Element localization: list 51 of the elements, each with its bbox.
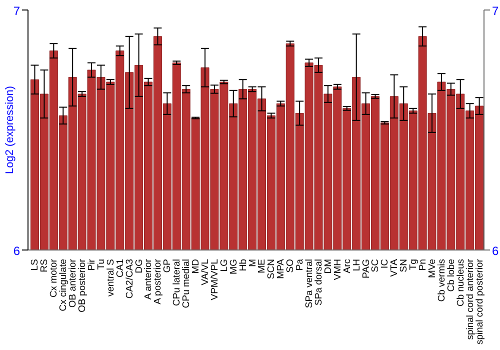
x-tick-label: M — [247, 258, 258, 267]
x-tick-label: MD — [190, 258, 202, 274]
y2-tick-label: 7 — [492, 4, 499, 18]
x-tick-label: spinal cord posterior — [474, 259, 486, 345]
y2-tick-label: 6 — [492, 244, 499, 258]
x-tick-label: Pa — [294, 258, 306, 271]
x-tick-label: LG — [218, 259, 230, 272]
x-tick-label: ventral S — [105, 259, 116, 296]
x-tick-label: CA1 — [114, 259, 126, 278]
x-tick-label: MVe — [426, 259, 438, 278]
x-tick-label: ME — [256, 259, 268, 274]
x-tick-label: DM — [322, 258, 334, 274]
x-tick-label: OB posterior — [77, 259, 88, 312]
x-tick-label: VA/VL — [200, 259, 211, 286]
x-tick-label: CA2/CA3 — [124, 259, 136, 299]
x-tick-label: Cx motor — [48, 259, 60, 298]
x-tick-label: GP — [162, 259, 174, 273]
x-tick-label: RS — [39, 259, 50, 272]
x-tick-label: CPu medial — [181, 259, 192, 308]
x-tick-label: Tg — [408, 259, 420, 270]
x-tick-label: Cb vermis — [436, 258, 448, 302]
x-tick-label: SCN — [266, 258, 278, 280]
x-tick-label: Pir — [86, 259, 98, 271]
x-tick-label: A anterior — [143, 259, 154, 300]
x-tick-label: SO — [285, 259, 296, 273]
y-axis-title: Log2 (expression) — [4, 86, 16, 174]
x-tick-label: MPA — [276, 258, 287, 279]
x-tick-label: VTA — [389, 258, 400, 277]
x-tick-label: A posterior — [152, 259, 164, 304]
x-tick-label: SC — [370, 258, 382, 272]
x-tick-label: Arc — [342, 258, 353, 274]
x-tick-label: SN — [398, 258, 410, 272]
x-tick-label: LH — [351, 258, 362, 272]
x-tick-label: spinal cord anterior — [464, 259, 476, 340]
x-tick-label: Tu — [96, 259, 107, 270]
x-tick-label: SPa dorsal — [313, 259, 324, 306]
x-tick-label: VPM/VPL — [209, 259, 220, 300]
x-tick-label: IC — [380, 258, 391, 268]
x-tick-label: LS — [30, 259, 41, 271]
x-tick-label: PAG — [360, 259, 372, 278]
x-tick-label: CPu lateral — [172, 259, 183, 306]
x-tick-label: Cb nucleus — [455, 258, 466, 307]
x-tick-label: VMH — [332, 258, 344, 280]
x-tick-label: OB anterior — [68, 259, 79, 308]
x-tick-label: Pn — [418, 259, 429, 271]
x-tick-label: DG — [134, 259, 145, 274]
x-tick-label: Hb — [238, 259, 249, 272]
x-tick-label: MG — [228, 259, 240, 274]
x-tick-label: Cb lobe — [446, 259, 457, 292]
x-tick-label: Cx cingulate — [58, 259, 70, 312]
x-tick-label: SPa ventral — [304, 259, 316, 308]
